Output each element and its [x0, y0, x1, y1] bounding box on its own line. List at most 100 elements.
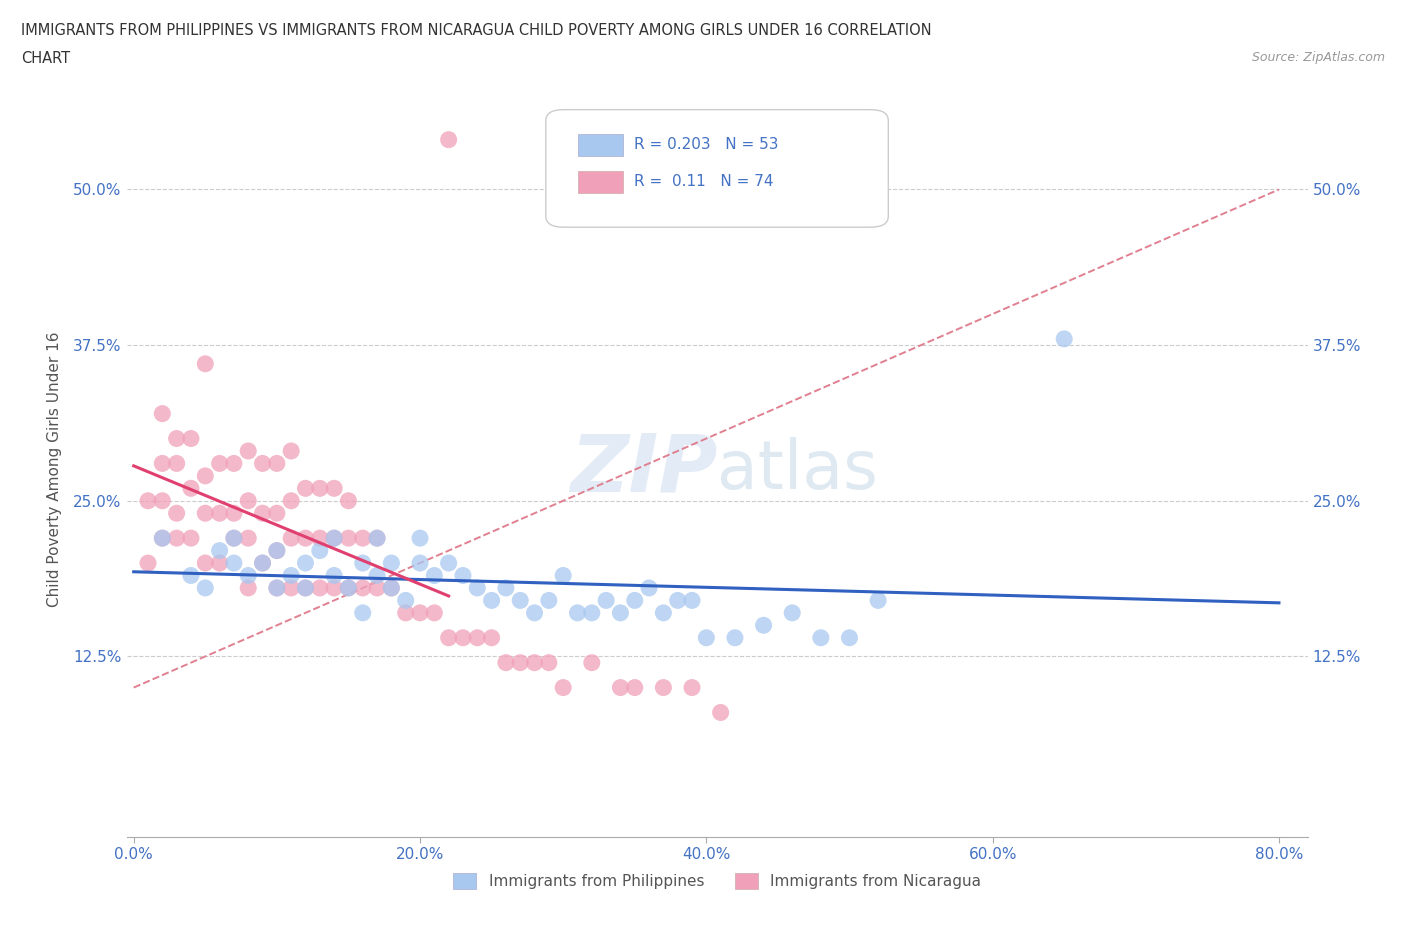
Point	[380, 555, 402, 570]
Point	[323, 481, 346, 496]
Y-axis label: Child Poverty Among Girls Under 16: Child Poverty Among Girls Under 16	[46, 332, 62, 607]
Point	[609, 605, 631, 620]
Point	[136, 555, 159, 570]
Point	[166, 531, 188, 546]
Point	[180, 481, 202, 496]
Text: ZIP: ZIP	[569, 431, 717, 509]
Point	[308, 580, 330, 595]
Point	[294, 580, 316, 595]
Point	[681, 680, 703, 695]
Point	[581, 656, 603, 671]
Point	[308, 531, 330, 546]
Point	[352, 605, 374, 620]
Point	[465, 580, 488, 595]
Point	[308, 543, 330, 558]
Point	[294, 555, 316, 570]
Point	[238, 531, 260, 546]
Point	[581, 605, 603, 620]
Point	[366, 568, 388, 583]
Point	[623, 680, 645, 695]
Point	[150, 493, 173, 508]
Text: R = 0.203   N = 53: R = 0.203 N = 53	[634, 138, 779, 153]
Point	[194, 555, 217, 570]
Point	[136, 493, 159, 508]
Point	[451, 631, 474, 645]
Point	[252, 456, 274, 471]
Text: R =  0.11   N = 74: R = 0.11 N = 74	[634, 174, 773, 189]
Point	[280, 444, 302, 458]
FancyBboxPatch shape	[578, 134, 623, 156]
Point	[437, 132, 460, 147]
Point	[695, 631, 717, 645]
Point	[681, 593, 703, 608]
Point	[194, 580, 217, 595]
Point	[337, 580, 360, 595]
Point	[308, 481, 330, 496]
Point	[553, 680, 575, 695]
Point	[710, 705, 733, 720]
Point	[509, 593, 531, 608]
Point	[150, 406, 173, 421]
Point	[437, 631, 460, 645]
Point	[208, 555, 231, 570]
Point	[266, 543, 288, 558]
Point	[323, 568, 346, 583]
Point	[451, 568, 474, 583]
FancyBboxPatch shape	[578, 170, 623, 193]
Point	[666, 593, 689, 608]
Point	[194, 469, 217, 484]
Point	[481, 593, 503, 608]
Point	[423, 605, 446, 620]
Point	[222, 531, 245, 546]
Point	[352, 531, 374, 546]
Point	[208, 456, 231, 471]
Point	[523, 605, 546, 620]
Point	[238, 568, 260, 583]
Point	[481, 631, 503, 645]
Point	[423, 568, 446, 583]
Point	[609, 680, 631, 695]
Point	[352, 580, 374, 595]
Point	[222, 456, 245, 471]
Point	[222, 531, 245, 546]
Point	[238, 580, 260, 595]
Point	[509, 656, 531, 671]
Point	[652, 605, 675, 620]
Point	[838, 631, 860, 645]
Point	[495, 580, 517, 595]
Point	[337, 580, 360, 595]
Point	[222, 506, 245, 521]
Point	[352, 555, 374, 570]
Point	[395, 605, 418, 620]
Point	[252, 555, 274, 570]
Point	[337, 493, 360, 508]
Point	[194, 356, 217, 371]
Point	[380, 580, 402, 595]
Point	[337, 531, 360, 546]
Legend: Immigrants from Philippines, Immigrants from Nicaragua: Immigrants from Philippines, Immigrants …	[447, 868, 987, 896]
Point	[623, 593, 645, 608]
Point	[724, 631, 747, 645]
Point	[280, 568, 302, 583]
Point	[810, 631, 832, 645]
Point	[280, 493, 302, 508]
Point	[409, 555, 432, 570]
Point	[150, 456, 173, 471]
Point	[294, 481, 316, 496]
Point	[222, 555, 245, 570]
Point	[537, 593, 560, 608]
Point	[380, 580, 402, 595]
Point	[194, 506, 217, 521]
Text: Source: ZipAtlas.com: Source: ZipAtlas.com	[1251, 51, 1385, 64]
FancyBboxPatch shape	[546, 110, 889, 227]
Point	[150, 531, 173, 546]
Point	[266, 543, 288, 558]
Point	[868, 593, 890, 608]
Point	[553, 568, 575, 583]
Point	[567, 605, 589, 620]
Point	[180, 432, 202, 446]
Point	[266, 580, 288, 595]
Point	[166, 432, 188, 446]
Point	[752, 618, 775, 632]
Point	[208, 543, 231, 558]
